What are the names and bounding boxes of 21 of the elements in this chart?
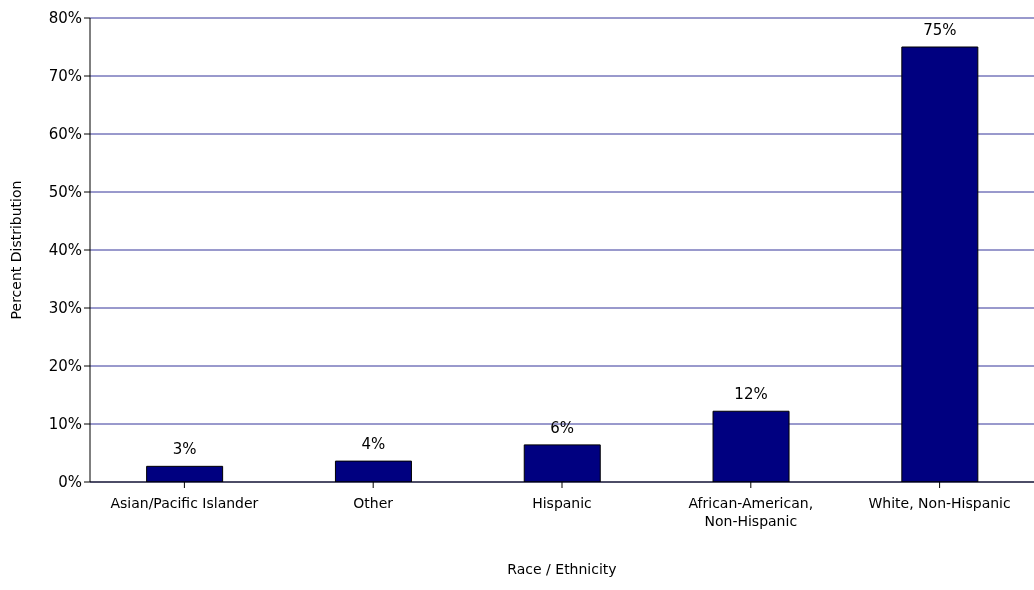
y-tick-label: 30%: [48, 299, 82, 318]
y-tick-label: 70%: [48, 67, 82, 86]
y-tick-label: 80%: [48, 9, 82, 28]
x-tick-label: Asian/Pacific Islander: [110, 495, 259, 511]
data-label: 12%: [734, 385, 768, 404]
y-tick-label: 20%: [48, 357, 82, 376]
x-tick-label: Other: [353, 495, 394, 511]
data-label: 3%: [172, 440, 197, 459]
data-label: 75%: [923, 21, 957, 39]
data-label: 4%: [361, 435, 386, 454]
x-tick-label: White, Non-Hispanic: [868, 495, 1011, 511]
y-tick-label: 10%: [48, 415, 82, 434]
y-tick-label: 50%: [48, 183, 82, 202]
y-axis-title: Percent Distribution: [7, 180, 24, 320]
data-label: 6%: [550, 418, 575, 437]
x-axis-title: Race / Ethnicity: [507, 561, 617, 577]
x-tick-label: Hispanic: [532, 495, 592, 511]
x-tick-label: African-American, Non-Hispanic: [688, 495, 814, 529]
y-tick-label: 40%: [48, 241, 82, 260]
y-tick-label: 60%: [48, 125, 82, 144]
y-tick-label: 0%: [58, 473, 82, 492]
